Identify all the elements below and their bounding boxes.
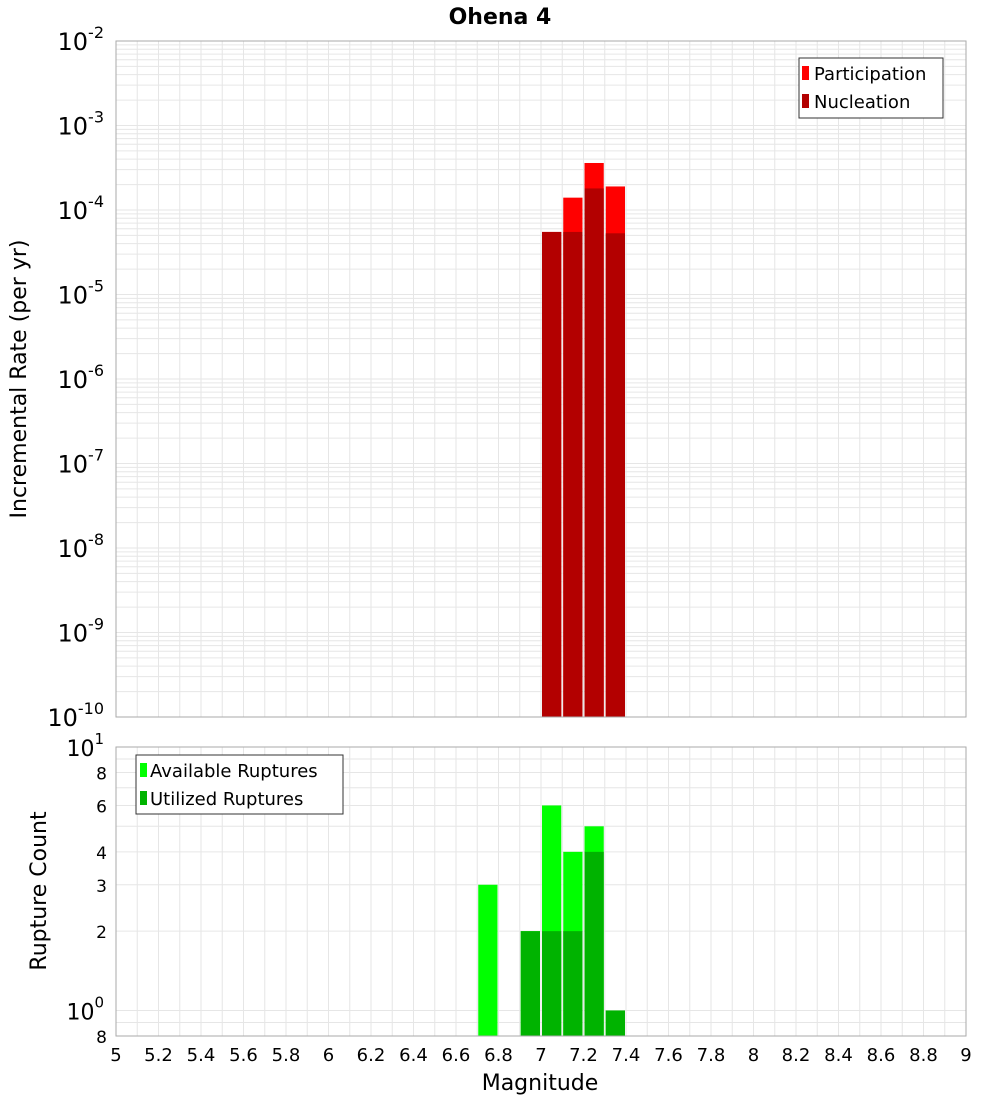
legend-swatch-participation	[802, 66, 809, 80]
rate-panel: 10-10 10-9 10-8 10-7 10-6 10-5 10-4 10-3 10-2 In…	[7, 23, 967, 732]
x-tick-label: 5.2	[144, 1045, 173, 1066]
x-tick-label: 9	[960, 1045, 971, 1066]
count-bars	[478, 805, 625, 1036]
x-tick-label: 6.8	[484, 1045, 513, 1066]
count-y-tick-label: 2	[96, 923, 107, 943]
x-tick-label: 6.4	[399, 1045, 428, 1066]
rate-bar-nucleation	[605, 233, 625, 717]
count-bar-utilized-ruptures	[520, 931, 540, 1036]
rate-y-tick-label: 10-3	[58, 108, 105, 141]
x-tick-label: 8.8	[909, 1045, 938, 1066]
legend-swatch-utilized	[140, 791, 147, 805]
x-tick-label: 5.4	[187, 1045, 216, 1066]
magnitude-tick-labels: 5 5.2 5.4 5.6 5.8 6 6.2 6.4 6.6 6.8 7 7.2 7.4 7.6 7.8 8…	[110, 1045, 971, 1066]
rate-y-tick-labels: 10-10 10-9 10-8 10-7 10-6 10-5 10-4 10-3 10-2	[47, 23, 104, 732]
count-y-tick-label: 8	[96, 765, 107, 785]
count-y-tick-label: 3	[96, 877, 107, 897]
rate-bars	[542, 162, 625, 718]
x-tick-label: 5.8	[272, 1045, 301, 1066]
legend-label-participation: Participation	[814, 64, 926, 85]
count-y-tick-label: 100	[66, 993, 104, 1025]
rate-y-tick-label: 10-6	[58, 361, 105, 394]
rate-plot-frame	[115, 40, 967, 718]
count-bar-available-ruptures	[478, 884, 498, 1036]
count-bar-utilized-ruptures	[542, 931, 562, 1036]
rate-y-tick-label: 10-4	[58, 192, 105, 225]
x-tick-label: 6	[323, 1045, 334, 1066]
count-y-tick-labels: 8 100 2 3 4 6 8 101	[66, 730, 107, 1048]
count-bar-utilized-ruptures	[584, 851, 604, 1036]
rate-bar-nucleation	[563, 231, 583, 718]
x-tick-label: 6.2	[357, 1045, 386, 1066]
rate-y-tick-label: 10-8	[58, 530, 105, 563]
legend-label-utilized: Utilized Ruptures	[150, 789, 303, 810]
count-y-tick-label: 8	[96, 1028, 107, 1048]
x-tick-label: 8.2	[782, 1045, 811, 1066]
count-bar-utilized-ruptures	[605, 1010, 625, 1036]
x-tick-label: 8	[748, 1045, 759, 1066]
rate-legend: Participation Nucleation	[798, 57, 944, 119]
x-tick-label: 8.6	[867, 1045, 896, 1066]
count-legend: Available Ruptures Utilized Ruptures	[135, 754, 344, 815]
count-plot-frame	[115, 746, 967, 1037]
rate-bar-nucleation	[584, 188, 604, 718]
legend-label-available: Available Ruptures	[150, 761, 318, 782]
rate-gridlines	[116, 41, 966, 717]
x-tick-label: 7.4	[612, 1045, 641, 1066]
x-axis-label: Magnitude	[482, 1071, 599, 1096]
rate-bar-nucleation	[542, 231, 562, 718]
count-y-tick-label: 101	[66, 730, 104, 762]
count-y-tick-label: 4	[96, 844, 107, 864]
x-tick-label: 7.8	[697, 1045, 726, 1066]
rate-y-tick-label: 10-5	[58, 277, 105, 310]
chart-title: Ohena 4	[449, 5, 552, 30]
rate-y-axis-label: Incremental Rate (per yr)	[7, 240, 32, 519]
x-tick-label: 7.2	[569, 1045, 598, 1066]
count-bar-utilized-ruptures	[563, 931, 583, 1036]
rate-y-tick-label: 10-2	[58, 23, 105, 56]
x-tick-label: 7.6	[654, 1045, 683, 1066]
count-legend-box	[135, 754, 344, 815]
count-y-tick-label: 6	[96, 797, 107, 817]
x-tick-label: 7	[535, 1045, 546, 1066]
legend-swatch-nucleation	[802, 94, 809, 108]
rate-y-tick-label: 10-7	[58, 446, 105, 479]
x-tick-label: 6.6	[442, 1045, 471, 1066]
x-tick-label: 5	[110, 1045, 121, 1066]
x-tick-label: 8.4	[824, 1045, 853, 1066]
rate-y-tick-label: 10-10	[47, 699, 104, 732]
legend-swatch-available	[140, 763, 147, 777]
count-panel: 8 100 2 3 4 6 8 101 5 5.2 5.4 5.6 5.8 6 6.2 6.4 6.6 6.8 7…	[27, 730, 972, 1096]
rate-legend-box	[798, 57, 944, 119]
x-tick-label: 5.6	[229, 1045, 258, 1066]
count-y-axis-label: Rupture Count	[27, 811, 52, 971]
legend-label-nucleation: Nucleation	[814, 92, 910, 113]
rate-y-tick-label: 10-9	[58, 615, 105, 648]
